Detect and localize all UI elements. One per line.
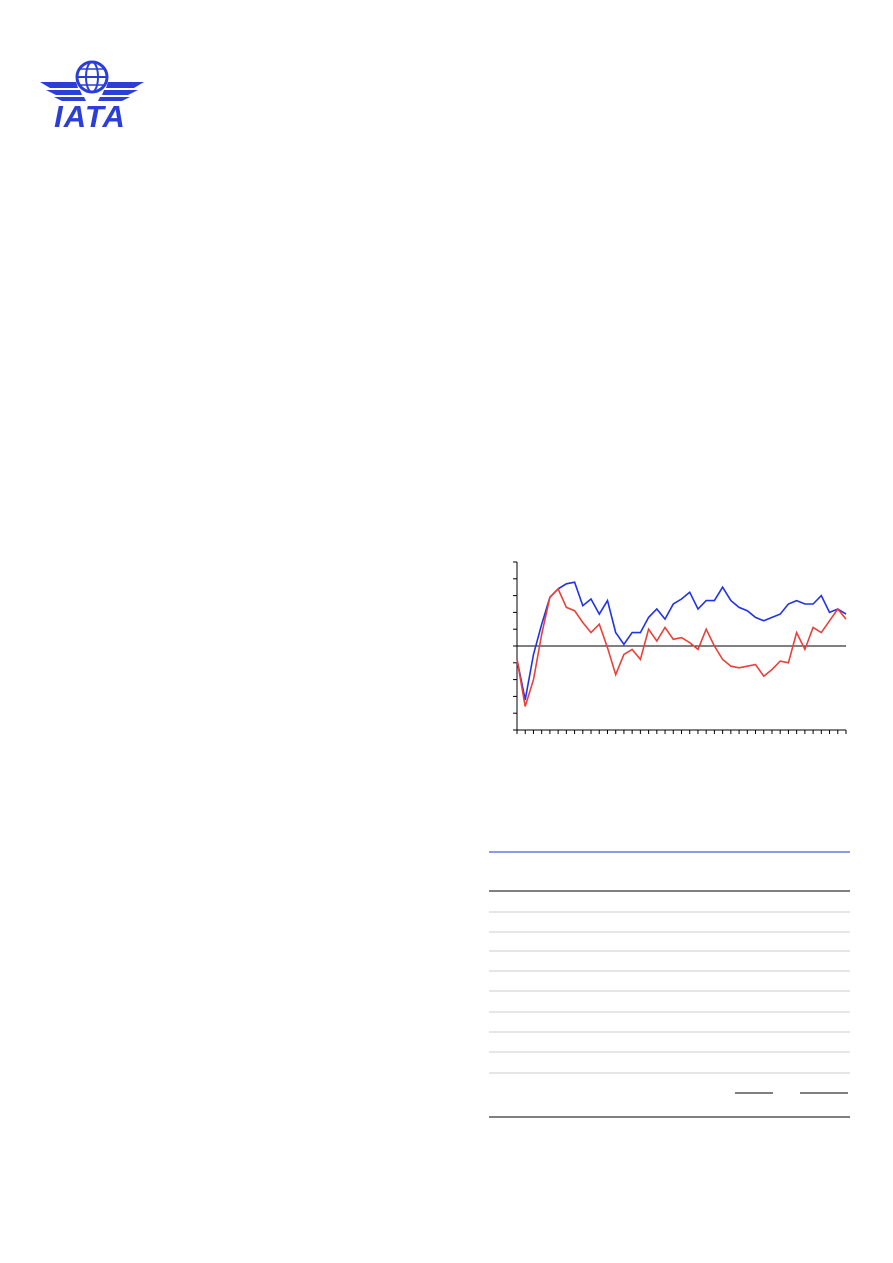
right-wing [98, 82, 144, 101]
logo-text: IATA [54, 99, 126, 134]
line-series [516, 581, 847, 700]
chart [513, 561, 847, 734]
logo: IATA [40, 60, 144, 134]
line-series [516, 587, 847, 707]
table [489, 851, 850, 1118]
left-wing [40, 82, 86, 101]
